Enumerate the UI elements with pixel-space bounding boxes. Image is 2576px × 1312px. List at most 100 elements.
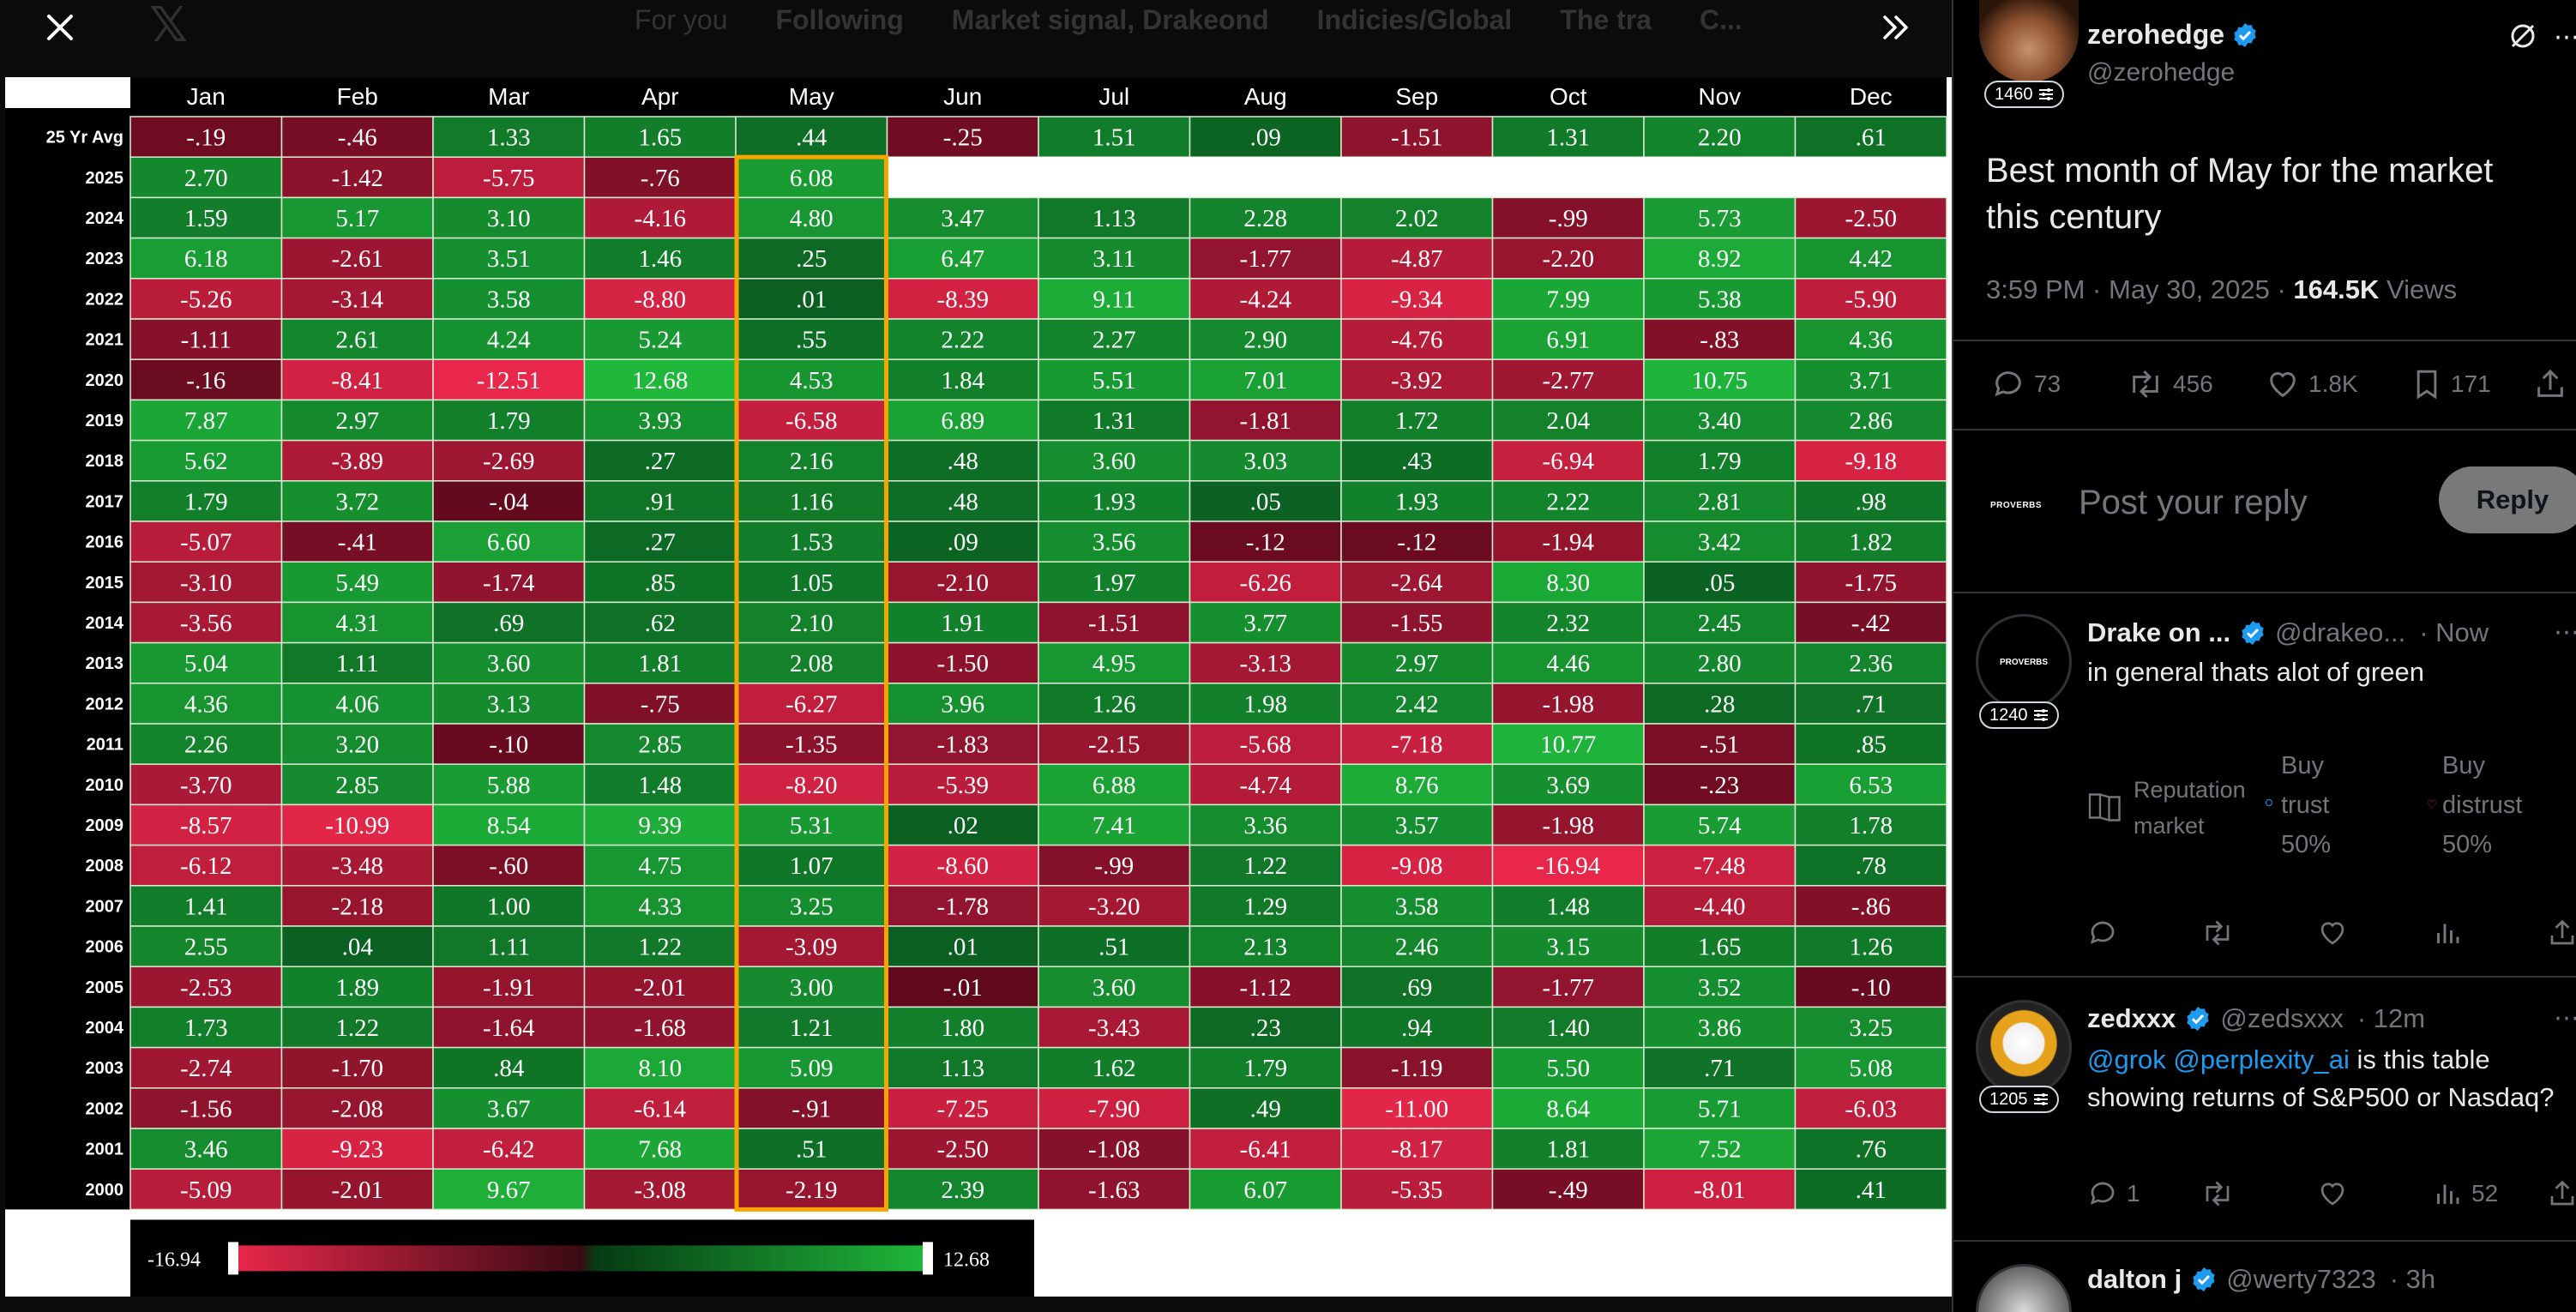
heatmap-cell <box>583 683 737 725</box>
heart-icon[interactable] <box>2317 918 2348 948</box>
reply-more-icon[interactable]: ⋯ <box>2554 617 2576 647</box>
reply-author-name[interactable]: zedxxx <box>2087 1003 2176 1033</box>
heatmap-cell <box>1038 1128 1191 1170</box>
close-button[interactable] <box>31 3 89 51</box>
like-action[interactable]: 1.8K <box>2266 367 2358 401</box>
reply-avatar[interactable] <box>1976 1264 2072 1312</box>
cell-value: 6.89 <box>941 407 984 435</box>
heatmap-cell <box>1189 601 1342 644</box>
heatmap-cell <box>129 358 283 401</box>
more-options-icon[interactable]: ⋯ <box>2554 22 2576 52</box>
cell-value: 1.22 <box>335 1014 379 1042</box>
cell-value: -.10 <box>489 731 528 759</box>
share-action[interactable] <box>2533 367 2567 401</box>
cell-value: .98 <box>1856 488 1887 515</box>
reply-author-handle[interactable]: @drakeo... <box>2275 617 2406 647</box>
heatmap-cell <box>583 561 737 604</box>
heatmap-cell <box>886 763 1039 806</box>
bookmark-action[interactable]: 171 <box>2411 367 2491 401</box>
cell-value: -3.89 <box>332 448 383 475</box>
heatmap-cell-empty <box>1341 157 1493 198</box>
heatmap-cell <box>1340 1046 1494 1089</box>
cell-value: -1.74 <box>483 569 535 597</box>
reply-more-icon[interactable]: ⋯ <box>2554 1003 2576 1033</box>
views-action[interactable]: 52 <box>2432 1178 2498 1209</box>
cell-value: 2.26 <box>184 731 228 759</box>
reply-action[interactable]: 73 <box>1991 367 2061 401</box>
author-avatar[interactable] <box>1979 0 2079 82</box>
row-label: 2020 <box>86 371 124 390</box>
heart-icon[interactable] <box>2317 1178 2348 1209</box>
reply-avatar[interactable] <box>1976 1000 2072 1096</box>
cell-value: -.99 <box>1094 852 1134 880</box>
reply-avatar[interactable]: PROVERBS <box>1976 614 2072 710</box>
author-score-badge[interactable]: 1460 <box>1984 81 2064 108</box>
my-avatar[interactable]: PROVERBS <box>1979 468 2053 542</box>
expand-panel-button[interactable] <box>1868 3 1924 51</box>
reply-author-handle[interactable]: @zedsxxx <box>2220 1003 2344 1033</box>
reply-timestamp[interactable]: · 3h <box>2389 1264 2436 1294</box>
mention-link[interactable]: @perplexity_ai <box>2173 1044 2350 1074</box>
cell-value: -8.60 <box>937 852 989 880</box>
cell-value: 2.16 <box>790 448 834 475</box>
reply-author-name[interactable]: Drake on ... <box>2087 617 2231 647</box>
reply-score-badge[interactable]: 1205 <box>1979 1086 2059 1113</box>
heatmap-cell-empty <box>1038 157 1190 198</box>
heatmap-cell <box>1340 763 1494 806</box>
share-icon[interactable] <box>2547 1178 2576 1209</box>
cell-value: -4.87 <box>1391 245 1442 273</box>
cell-value: -2.61 <box>332 245 383 273</box>
cell-value: -2.53 <box>180 974 232 1002</box>
cell-value: -6.03 <box>1845 1095 1897 1122</box>
reply-action[interactable]: 1 <box>2087 1178 2140 1209</box>
heatmap-cell <box>1189 1087 1342 1129</box>
mention-link[interactable]: @grok <box>2087 1044 2166 1074</box>
reply-timestamp[interactable]: · Now <box>2419 617 2489 647</box>
repost-icon[interactable] <box>2200 918 2235 948</box>
cell-value: -1.42 <box>332 165 383 192</box>
heatmap-cell <box>432 561 586 604</box>
author-handle[interactable]: @zerohedge <box>2087 58 2236 87</box>
repost-action[interactable]: 456 <box>2127 367 2213 401</box>
reply-button[interactable]: Reply <box>2439 466 2576 533</box>
cell-value: -1.63 <box>1088 1177 1140 1204</box>
reply-score-badge[interactable]: 1240 <box>1979 701 2059 729</box>
author-name[interactable]: zerohedge <box>2087 19 2225 50</box>
cell-value: 6.91 <box>1546 327 1590 354</box>
reply-icon[interactable] <box>2087 918 2118 948</box>
grok-button[interactable] <box>2506 19 2540 57</box>
cell-value: -1.51 <box>1088 610 1140 637</box>
heatmap-cell <box>280 925 434 967</box>
cell-value: .78 <box>1856 852 1887 880</box>
cell-value: -1.77 <box>1240 245 1291 273</box>
buy-trust-button[interactable]: Buy trust 50% <box>2266 746 2384 864</box>
cell-value: 1.33 <box>487 124 531 152</box>
reply-author-name[interactable]: dalton j <box>2087 1264 2182 1294</box>
heatmap-cell <box>735 723 888 765</box>
tweet-timestamp[interactable]: 3:59 PM · May 30, 2025 · <box>1986 274 2294 304</box>
share-icon[interactable] <box>2547 918 2576 948</box>
reply-author-handle[interactable]: @werty7323 <box>2226 1264 2376 1294</box>
heatmap-cell <box>1189 844 1342 887</box>
cell-value: -2.50 <box>937 1136 989 1164</box>
cell-value: -1.83 <box>937 731 989 759</box>
cell-value: -3.10 <box>180 569 232 597</box>
repost-icon[interactable] <box>2200 1178 2235 1209</box>
heatmap-cell <box>129 844 283 887</box>
row-label: 2004 <box>86 1019 124 1038</box>
cell-value: -3.70 <box>180 772 232 799</box>
analytics-icon[interactable] <box>2432 918 2463 948</box>
buy-distrust-button[interactable]: ♡ Buy distrust 50% <box>2427 746 2571 864</box>
reply-timestamp[interactable]: · 12m <box>2356 1003 2426 1033</box>
reply-input[interactable]: Post your reply <box>2079 484 2308 521</box>
heatmap-cell <box>129 1006 283 1049</box>
cell-value: -6.26 <box>1240 569 1291 597</box>
cell-value: -7.48 <box>1694 852 1745 880</box>
heatmap-cell <box>129 196 283 239</box>
heatmap-cell <box>280 237 434 280</box>
cell-value: -6.14 <box>635 1095 687 1122</box>
heatmap-cell <box>432 723 586 765</box>
heatmap-cell <box>1340 237 1494 280</box>
cell-value: 3.60 <box>1092 448 1136 475</box>
highlight-column-outline <box>734 154 888 1212</box>
